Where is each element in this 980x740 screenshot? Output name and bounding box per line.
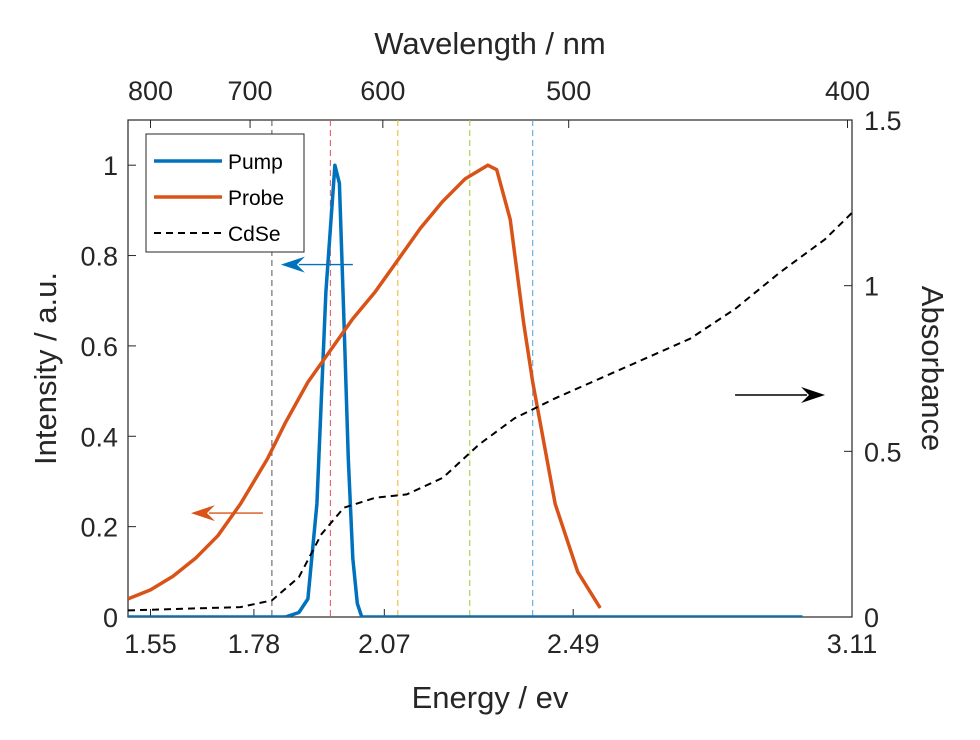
series-line-pump [128, 163, 803, 617]
annotation-arrow-head [280, 256, 305, 273]
y-tick-label: 0.6 [80, 332, 118, 362]
legend-entry-label: Probe [228, 187, 284, 210]
x-axis-title: Energy / ev [412, 680, 569, 715]
x-tick-label: 3.11 [827, 629, 878, 659]
top-tick-label: 700 [228, 76, 273, 106]
y-axis-title: Intensity / a.u. [28, 272, 63, 465]
top-tick-label: 600 [360, 76, 405, 106]
top-axis-title: Wavelength / nm [374, 26, 605, 61]
annotation-arrow-head [801, 387, 826, 404]
x-tick-label: 1.55 [124, 629, 177, 659]
legend-entry-label: CdSe [228, 223, 281, 246]
y-tick-label: 0 [103, 603, 118, 633]
series-line-cdse [128, 212, 852, 612]
y-tick-label: 0.8 [80, 242, 118, 272]
y-tick-label: 0.4 [80, 422, 118, 452]
y2-tick-label: 0 [864, 603, 879, 633]
annotation-arrow-head [190, 505, 215, 522]
x-tick-label: 2.07 [358, 629, 411, 659]
y2-tick-label: 0.5 [864, 437, 902, 467]
x-tick-label: 1.78 [228, 629, 281, 659]
top-tick-label: 400 [825, 76, 870, 106]
y2-tick-label: 1.5 [864, 106, 902, 136]
top-tick-label: 500 [546, 76, 591, 106]
legend-entry-label: Pump [228, 151, 283, 174]
top-tick-label: 800 [128, 76, 173, 106]
y-tick-label: 1 [103, 151, 118, 181]
series-line-probe [128, 163, 602, 609]
y-tick-label: 0.2 [80, 513, 118, 543]
x-tick-label: 2.49 [547, 629, 600, 659]
y2-tick-label: 1 [864, 272, 879, 302]
right-axis-title: Absorbance [915, 286, 950, 451]
